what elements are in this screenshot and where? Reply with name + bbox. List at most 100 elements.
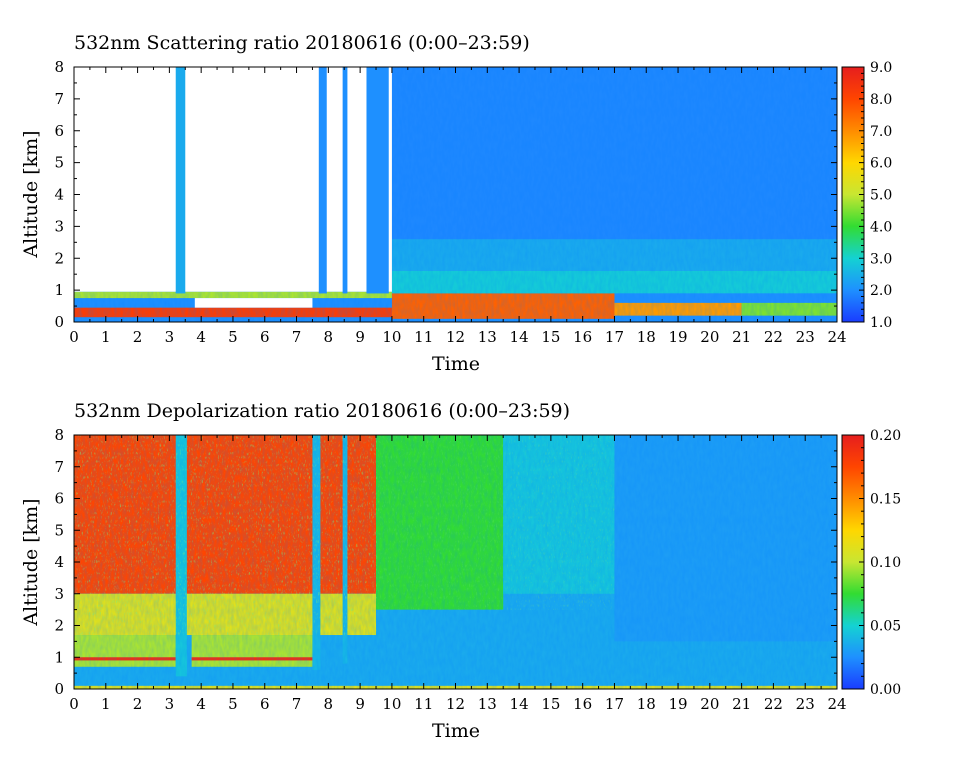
x-tick-label: 9 (355, 328, 365, 346)
cloud-column (342, 67, 348, 294)
x-axis: 0 1 2 3 4 5 6 7 8 9 10 11 12 13 14 15 16 17 18 19 20 21 22 23 24 (69, 435, 847, 713)
y-tick-label: 0 (54, 313, 64, 331)
x-tick-label: 22 (764, 695, 783, 713)
y-tick-label: 5 (54, 521, 64, 539)
x-tick-label: 10 (382, 695, 401, 713)
x-tick-label: 20 (700, 695, 719, 713)
colorbar-tick-label: 0.05 (870, 619, 901, 635)
x-tick-label: 0 (69, 328, 79, 346)
y-axis-label: Altitude [km] (20, 130, 42, 258)
colorbar-tick-label: 1.0 (870, 315, 892, 331)
y-tick-label: 6 (54, 122, 64, 140)
x-tick-label: 13 (478, 328, 497, 346)
x-tick-label: 17 (605, 695, 624, 713)
x-axis-label: Time (432, 353, 480, 375)
colorbar-tick-label: 8.0 (870, 92, 892, 108)
x-tick-label: 8 (324, 695, 334, 713)
colorbar-tick-label: 0.15 (870, 492, 901, 508)
x-tick-label: 3 (165, 328, 175, 346)
y-tick-label: 6 (54, 490, 64, 508)
no-data-region (74, 67, 392, 292)
x-tick-label: 7 (292, 695, 302, 713)
x-tick-label: 12 (446, 695, 465, 713)
colorbar-tick-label: 9.0 (870, 60, 892, 76)
cloud-column (318, 67, 327, 294)
colorbar-tick-label: 4.0 (870, 219, 892, 235)
x-tick-label: 11 (414, 328, 433, 346)
y-tick-label: 5 (54, 154, 64, 172)
colorbar-tick-label: 6.0 (870, 156, 892, 172)
y-tick-label: 8 (54, 58, 64, 76)
panel-title: 532nm Scattering ratio 20180616 (0:00–23… (74, 32, 530, 54)
colorbar-tick-label: 0.00 (870, 682, 901, 698)
colorbar-tick-label: 0.10 (870, 555, 901, 571)
x-tick-label: 2 (133, 328, 143, 346)
x-axis-label: Time (432, 720, 480, 742)
x-tick-label: 19 (668, 695, 687, 713)
x-tick-label: 2 (133, 695, 143, 713)
depolarization-ratio-panel: 532nm Depolarization ratio 20180616 (0:0… (20, 400, 901, 742)
panel-title: 532nm Depolarization ratio 20180616 (0:0… (74, 400, 570, 422)
x-tick-label: 22 (764, 328, 783, 346)
x-tick-label: 18 (637, 695, 656, 713)
colorbar-tick-label: 2.0 (870, 283, 892, 299)
y-tick-label: 4 (54, 186, 64, 204)
x-tick-label: 16 (573, 695, 592, 713)
x-tick-label: 24 (827, 695, 846, 713)
x-tick-label: 12 (446, 328, 465, 346)
x-tick-label: 11 (414, 695, 433, 713)
x-axis: 0 1 2 3 4 5 6 7 8 9 10 11 12 13 14 15 16 17 18 19 20 21 22 23 24 (69, 67, 847, 346)
x-tick-label: 4 (196, 695, 206, 713)
colorbar-ticks: 1.0 2.0 3.0 4.0 5.0 6.0 7.0 8.0 9.0 (859, 60, 892, 331)
x-tick-label: 4 (196, 328, 206, 346)
x-tick-label: 5 (228, 328, 238, 346)
y-tick-label: 8 (54, 426, 64, 444)
y-tick-label: 3 (54, 217, 64, 235)
x-tick-label: 5 (228, 695, 238, 713)
y-tick-label: 1 (54, 648, 64, 666)
x-tick-label: 19 (668, 328, 687, 346)
x-tick-label: 14 (510, 328, 529, 346)
x-tick-label: 21 (732, 328, 751, 346)
colorbar-tick-label: 3.0 (870, 251, 892, 267)
y-tick-label: 1 (54, 281, 64, 299)
x-tick-label: 24 (827, 328, 846, 346)
colorbar-tick-label: 5.0 (870, 188, 892, 204)
speckle-texture (74, 435, 377, 636)
x-tick-label: 21 (732, 695, 751, 713)
colorbar-tick-label: 7.0 (870, 124, 892, 140)
y-tick-label: 7 (54, 90, 64, 108)
x-tick-label: 10 (382, 328, 401, 346)
x-tick-label: 17 (605, 328, 624, 346)
x-tick-label: 13 (478, 695, 497, 713)
y-tick-label: 2 (54, 249, 64, 267)
scattering-ratio-panel: 532nm Scattering ratio 20180616 (0:00–23… (20, 32, 892, 375)
x-tick-label: 23 (796, 695, 815, 713)
x-tick-label: 9 (355, 695, 365, 713)
colorbar-ticks: 0.00 0.05 0.10 0.15 0.20 (859, 428, 901, 698)
x-tick-label: 1 (101, 328, 111, 346)
x-tick-label: 23 (796, 328, 815, 346)
cloud-column (366, 67, 389, 294)
y-tick-label: 7 (54, 458, 64, 476)
y-axis: 0 1 2 3 4 5 6 7 8 (54, 58, 837, 331)
y-tick-label: 3 (54, 585, 64, 603)
x-tick-label: 16 (573, 328, 592, 346)
x-tick-label: 0 (69, 695, 79, 713)
heatmap-area (74, 435, 837, 689)
heatmap-area (74, 67, 837, 322)
x-tick-label: 20 (700, 328, 719, 346)
cloud-column (175, 67, 186, 294)
y-axis-label: Altitude [km] (20, 498, 42, 626)
x-tick-label: 6 (260, 695, 270, 713)
y-axis: 0 1 2 3 4 5 6 7 8 (54, 426, 837, 698)
x-tick-label: 18 (637, 328, 656, 346)
x-tick-label: 7 (292, 328, 302, 346)
x-tick-label: 1 (101, 695, 111, 713)
y-tick-label: 0 (54, 680, 64, 698)
x-tick-label: 6 (260, 328, 270, 346)
y-tick-label: 4 (54, 553, 64, 571)
colorbar-tick-label: 0.20 (870, 428, 901, 444)
x-tick-label: 14 (510, 695, 529, 713)
